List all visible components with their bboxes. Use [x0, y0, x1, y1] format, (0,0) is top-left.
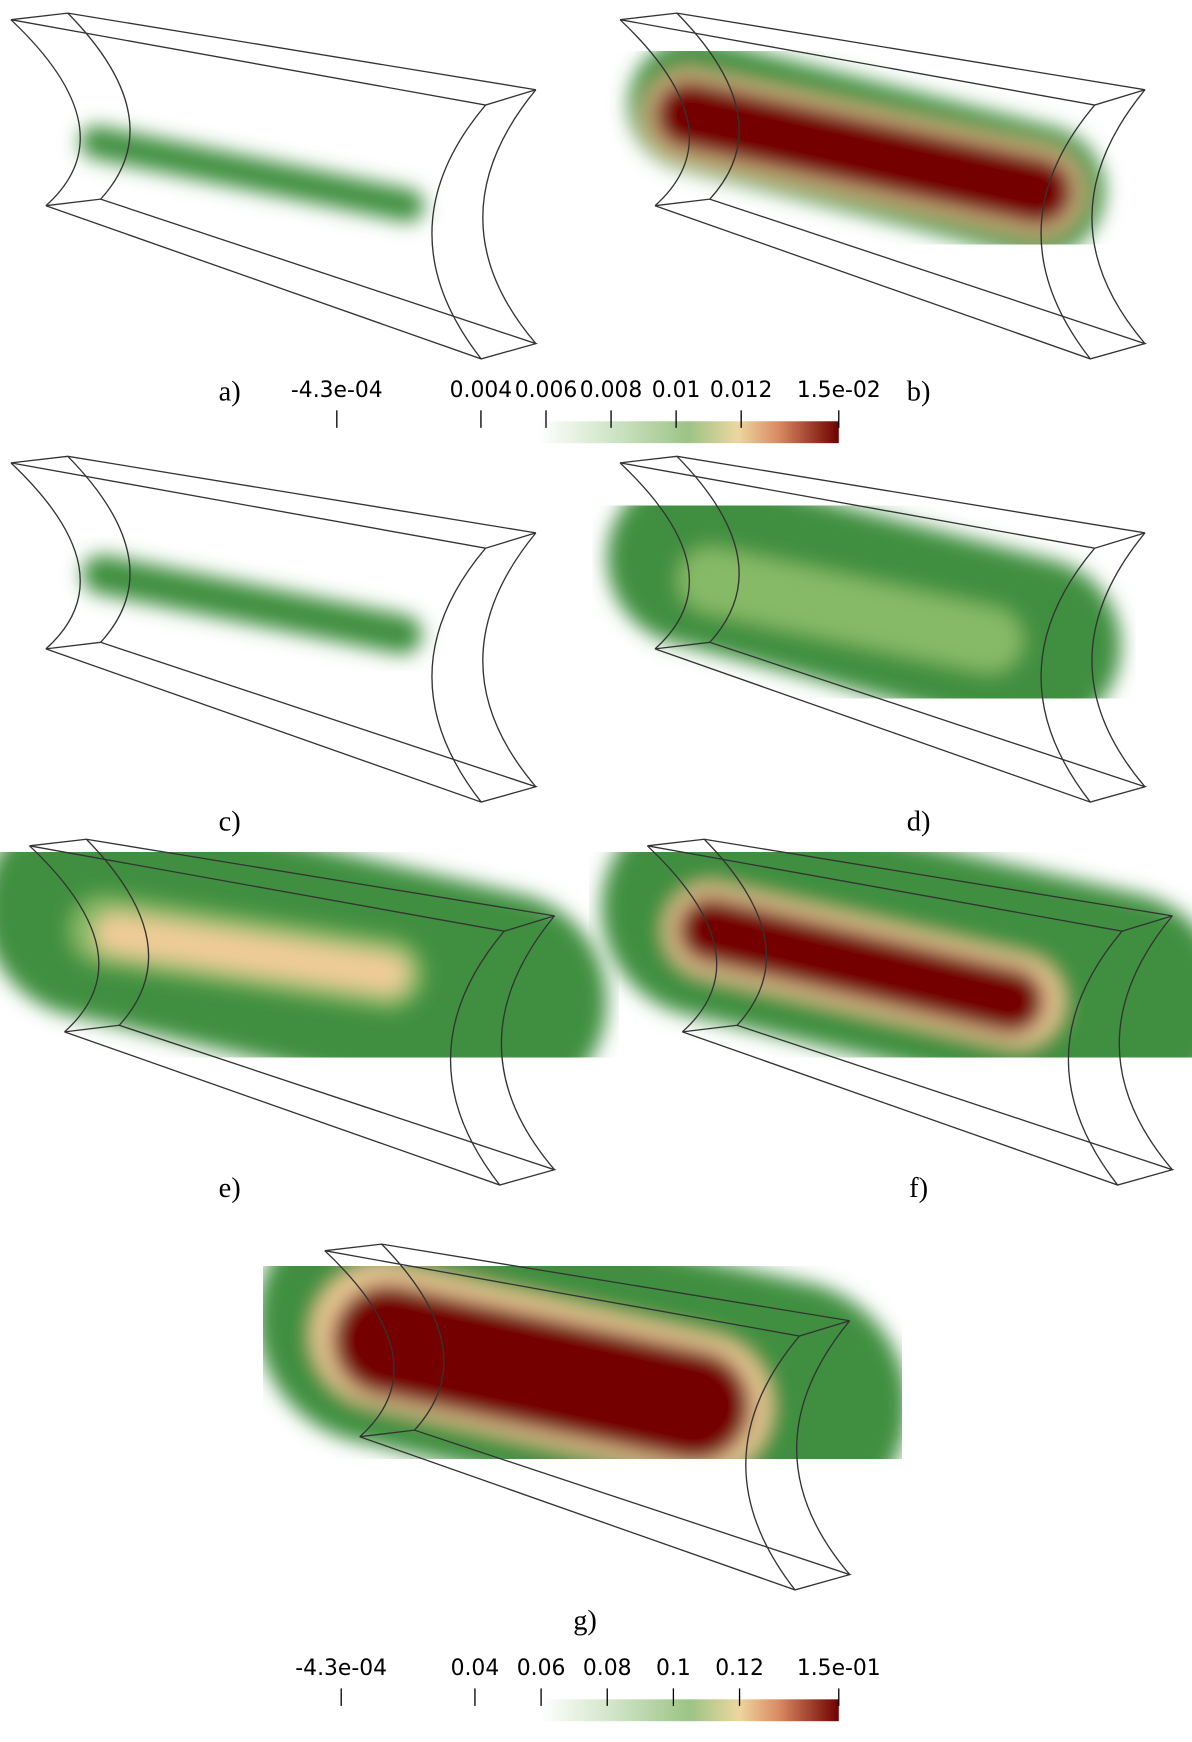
- tick-label: 0.012: [710, 378, 773, 403]
- wireframe: [29, 845, 100, 1033]
- tick-label: 0.04: [451, 1656, 500, 1681]
- panel: [0, 798, 607, 1186]
- field-region: [652, 78, 1075, 228]
- wireframe: [703, 838, 767, 1026]
- field-region: [678, 547, 1023, 673]
- tick-label: 1.5e-02: [797, 378, 881, 403]
- wireframe: [431, 104, 487, 360]
- wireframe: [67, 455, 131, 643]
- wireframe: [482, 89, 537, 345]
- field-region: [676, 896, 1046, 1036]
- wireframe: [85, 838, 150, 1026]
- wireframe: [10, 19, 81, 207]
- volume-render: [0, 798, 607, 1111]
- panel-label: a): [219, 376, 241, 407]
- volume-render: [628, 38, 1105, 258]
- wireframe: [1040, 547, 1096, 803]
- tick-label: 0.06: [517, 1656, 566, 1681]
- wireframe: [1091, 532, 1146, 788]
- wireframe: [1118, 915, 1173, 1171]
- panel-label: d): [907, 807, 931, 838]
- tick-label: -4.3e-04: [295, 1656, 387, 1681]
- wireframe: [431, 547, 487, 803]
- volume-render: [79, 125, 425, 223]
- wireframe: [10, 12, 537, 106]
- panel-label: f): [909, 1173, 928, 1204]
- tick-label: 0.1: [656, 1656, 691, 1681]
- wireframe: [676, 12, 740, 200]
- tick-label: 0.12: [715, 1656, 764, 1681]
- wireframe: [324, 1250, 395, 1438]
- panel: [10, 455, 539, 803]
- tick-label: 0.006: [515, 378, 578, 403]
- panel: [601, 798, 1192, 1186]
- tick-label: 0.004: [450, 378, 513, 403]
- panel: [606, 455, 1148, 803]
- colorbar: [336, 421, 839, 444]
- wireframe: [45, 641, 539, 803]
- wireframe: [10, 462, 81, 650]
- panel-label: g): [573, 1605, 597, 1636]
- wireframe: [619, 462, 690, 650]
- wireframe: [1067, 930, 1123, 1186]
- tick-label: 0.01: [652, 378, 701, 403]
- panel: [619, 12, 1148, 360]
- panel: [256, 1192, 908, 1591]
- wireframe: [646, 845, 718, 1033]
- field-region: [82, 554, 423, 655]
- wireframe: [449, 930, 505, 1186]
- field-region: [331, 1283, 752, 1463]
- volume-render: [606, 470, 1121, 734]
- wireframe: [500, 915, 555, 1171]
- wireframe: [10, 455, 537, 549]
- field-region: [95, 913, 408, 994]
- wireframe: [45, 198, 539, 360]
- panel: [10, 12, 539, 360]
- panel-label: e): [219, 1173, 241, 1204]
- wireframe: [381, 1243, 445, 1431]
- volume-render: [256, 1192, 908, 1532]
- wireframe: [67, 12, 131, 200]
- wireframe: [482, 532, 537, 788]
- wireframe: [796, 1320, 851, 1576]
- tick-label: 0.08: [583, 1656, 632, 1681]
- colorbar: [341, 1699, 839, 1722]
- volume-render: [601, 798, 1192, 1111]
- field-region: [79, 125, 425, 223]
- wireframe: [1091, 89, 1146, 345]
- tick-label: 1.5e-01: [797, 1656, 881, 1681]
- wireframe: [1040, 104, 1096, 360]
- wireframe: [745, 1335, 800, 1591]
- panel-label: b): [907, 376, 931, 407]
- wireframe: [619, 19, 690, 207]
- tick-label: -4.3e-04: [291, 378, 383, 403]
- volume-render: [82, 554, 423, 655]
- tick-label: 0.008: [580, 378, 643, 403]
- wireframe: [676, 455, 740, 643]
